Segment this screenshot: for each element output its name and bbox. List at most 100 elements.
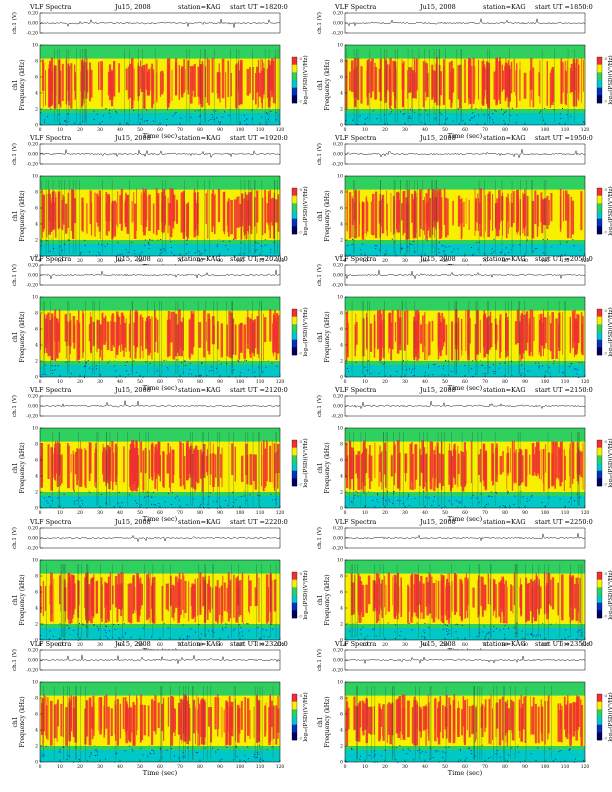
timeseries-ytick-label: 0.20 [28, 142, 38, 148]
colorbar-segment [597, 463, 602, 471]
spectrogram-gap [205, 301, 207, 375]
spectrogram-burst [555, 441, 558, 478]
spectrogram-burst [220, 454, 222, 478]
colorbar-segment [292, 339, 297, 348]
spectrogram-burst [488, 325, 489, 355]
spectrogram-speckle [348, 630, 350, 632]
panel-station: station=KAG [483, 134, 526, 142]
spectrogram-gap [437, 432, 439, 506]
spectrogram-gap [352, 564, 353, 638]
spectrogram-speckle [471, 753, 473, 755]
spectrogram-burst [497, 203, 500, 237]
spectrogram-speckle [572, 239, 574, 241]
spectrogram-gap [165, 180, 167, 254]
spectrogram-speckle [518, 506, 520, 508]
spectrogram-speckle [44, 122, 46, 124]
spectrogram-speckle [270, 494, 272, 496]
spectrogram-speckle [227, 244, 229, 246]
spectrogram-speckle [208, 638, 210, 640]
spectrogram-speckle [81, 114, 83, 116]
spectrogram-burst [420, 454, 423, 473]
spectrogram-speckle [482, 252, 484, 254]
spectrogram-gap [361, 301, 363, 375]
spectrogram-burst [562, 62, 564, 93]
spectrogram-speckle [488, 758, 490, 760]
spectrogram-burst [461, 709, 463, 736]
spectrogram [344, 296, 586, 378]
spectrogram-speckle [409, 116, 410, 117]
spectrogram-speckle [571, 243, 573, 245]
spectrogram-speckle [583, 760, 584, 761]
spectrogram-burst [396, 309, 400, 354]
timeseries-waveform [344, 655, 586, 664]
spectrogram-speckle [362, 626, 364, 628]
spectrogram-speckle [559, 374, 561, 376]
spectrogram-speckle [374, 755, 376, 756]
spectrogram-burst [422, 315, 424, 353]
spectrogram-speckle [472, 117, 474, 119]
colorbar-segment [597, 470, 602, 479]
spectrogram-speckle [530, 496, 532, 498]
colorbar-tick-label: -3 [604, 572, 607, 576]
spectrogram-speckle [574, 758, 576, 760]
spectrogram-speckle [124, 377, 126, 378]
spectrogram-speckle [397, 761, 399, 763]
spectrogram-burst [70, 574, 73, 624]
spectrogram-gap [434, 180, 436, 254]
spectrogram-speckle [182, 751, 184, 753]
spectrogram-speckle [434, 114, 435, 116]
spectrogram-gap [159, 301, 160, 375]
colorbar-tick-label: -3 [604, 440, 607, 444]
spectrogram-xtick-label: 120 [581, 642, 590, 648]
spectrogram-burst [424, 706, 428, 729]
spectrogram-speckle [515, 363, 517, 364]
spectrogram-speckle [222, 240, 224, 242]
spectrogram-gap [383, 564, 384, 638]
spectrogram-gap [490, 564, 491, 638]
spectrogram-burst [533, 316, 535, 342]
spectrogram-gap [148, 432, 149, 506]
spectrogram-speckle [222, 120, 224, 122]
spectrogram-speckle [264, 239, 266, 241]
spectrogram-speckle [578, 629, 580, 631]
spectrogram-burst [72, 450, 74, 490]
colorbar-segment [597, 332, 602, 340]
spectrogram-speckle [548, 242, 550, 244]
spectrogram-gap [511, 301, 512, 375]
spectrogram-speckle [190, 116, 192, 118]
spectrogram-band-high [345, 685, 585, 695]
spectrogram-gap [43, 686, 44, 760]
spectrogram-speckle [442, 751, 444, 753]
colorbar-tick-label: -7 [299, 100, 302, 104]
spectrogram-gap [192, 432, 193, 506]
spectrogram-speckle [430, 747, 432, 749]
spectrogram-xtick-label: 20 [382, 379, 388, 385]
spectrogram-speckle [529, 254, 531, 256]
panel-date: Ju15, 2008 [114, 386, 151, 394]
spectrogram-burst [223, 709, 225, 733]
spectrogram-speckle [478, 248, 480, 250]
spectrogram-speckle [59, 245, 61, 247]
spectrogram-speckle [496, 750, 498, 751]
spectrogram-gap [456, 301, 457, 375]
spectrogram-burst [170, 446, 171, 492]
spectrogram-speckle [151, 372, 153, 374]
spectrogram-speckle [485, 503, 487, 505]
spectrogram-speckle [168, 493, 170, 494]
spectrogram-speckle [566, 241, 568, 243]
spectrogram-speckle [487, 632, 489, 634]
spectrogram-speckle [431, 504, 433, 506]
spectrogram-burst [407, 584, 409, 624]
spectrogram-speckle [157, 124, 159, 126]
spectrogram-speckle [240, 496, 242, 498]
spectrogram-speckle [428, 626, 430, 628]
spectrogram-burst [531, 706, 534, 735]
spectrogram-burst [580, 451, 583, 478]
spectrogram-burst [523, 696, 525, 730]
spectrogram-gap [554, 49, 555, 123]
spectrogram-gap [504, 686, 505, 760]
spectrogram-burst [133, 192, 135, 222]
spectrogram-speckle [418, 360, 420, 362]
spectrogram-speckle [409, 368, 410, 370]
spectrogram-speckle [201, 633, 202, 635]
